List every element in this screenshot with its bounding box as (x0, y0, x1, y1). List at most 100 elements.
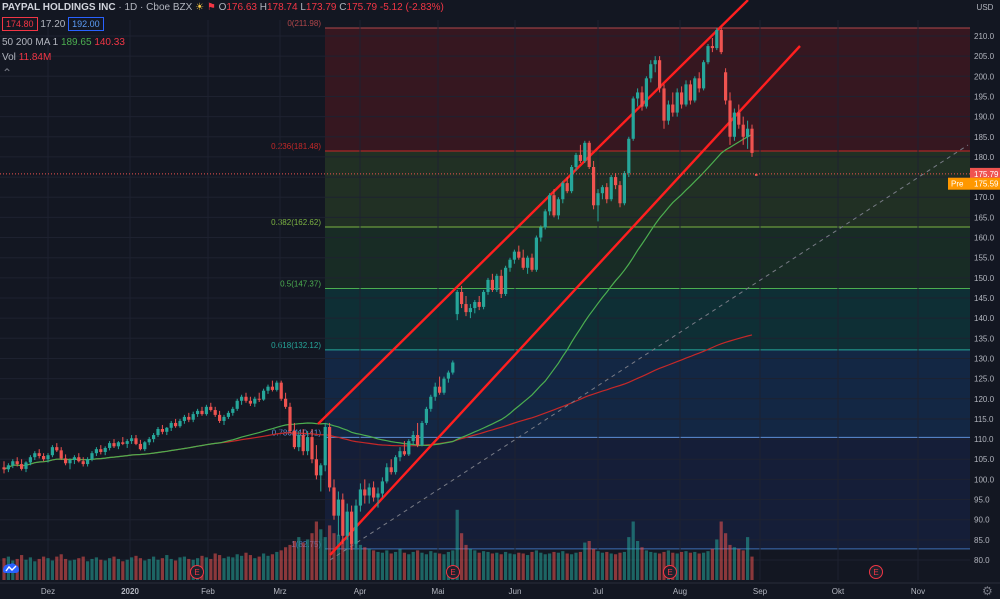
volume-bar (424, 554, 428, 580)
projection-line (329, 144, 969, 561)
candle-body (191, 414, 195, 420)
candle-body (2, 467, 6, 470)
candle-body (728, 100, 732, 137)
fib-zone (325, 349, 970, 438)
volume-bar (556, 552, 560, 580)
volume-bar (574, 552, 578, 580)
candle-body (156, 429, 160, 436)
volume-bar (226, 556, 230, 580)
volume-bar (121, 561, 125, 580)
earnings-marker (663, 565, 677, 579)
ma200-value: 140.33 (94, 37, 125, 48)
candle-body (495, 275, 499, 290)
bid-box[interactable]: 174.80 (2, 17, 38, 31)
volume-bar (20, 555, 24, 580)
candle-body (552, 195, 556, 216)
ma50-line (3, 133, 753, 470)
volume-bar (253, 558, 257, 580)
volume-bar (112, 556, 116, 580)
candle-body (116, 442, 120, 447)
price-tick-label: 110.0 (974, 435, 994, 444)
time-tick-label: 2020 (121, 587, 139, 596)
candle-body (204, 406, 208, 415)
symbol-header: PAYPAL HOLDINGS INC · 1D · Cboe BZX ☀ ⚑ … (2, 2, 444, 13)
tradingview-logo-icon[interactable] (2, 561, 20, 575)
volume-bar (64, 558, 68, 580)
fib-zone (325, 150, 970, 227)
volume-bar (697, 553, 701, 580)
candle-body (218, 414, 222, 421)
candle-body (394, 457, 398, 473)
price-tick-label: 105.0 (974, 455, 995, 464)
volume-bar (728, 544, 732, 580)
candle-body (411, 435, 415, 442)
candle-body (244, 396, 248, 401)
volume-bar (473, 550, 477, 580)
volume-bar (209, 558, 213, 580)
volume-bar (275, 551, 279, 580)
volume-bar (600, 552, 604, 580)
candle-body (147, 439, 151, 443)
volume-bar (605, 551, 609, 580)
candle-body (618, 185, 622, 204)
interval[interactable]: 1D (124, 2, 138, 13)
time-tick-label: Feb (201, 587, 215, 596)
time-axis[interactable]: Dez 2020 Feb Mrz Apr Mai Jun Jul Aug Sep Okt Nov (0, 582, 1000, 599)
volume-bar (345, 537, 349, 580)
volume-legend[interactable]: Vol 11.84M (2, 52, 51, 63)
candle-body (266, 386, 270, 391)
candle-body (460, 291, 464, 305)
candle-body (125, 441, 129, 444)
fib-level-label: 0.382(162.62) (271, 218, 321, 227)
price-tick-label: 125.0 (974, 375, 995, 384)
volume-bar (715, 539, 719, 580)
earnings-marker (190, 565, 204, 579)
price-tick-label: 150.0 (974, 274, 995, 283)
time-tick-label: Dez (41, 587, 55, 596)
candle-body (570, 167, 574, 192)
volume-bar (174, 560, 178, 580)
collapse-legend-icon[interactable]: ⌃ (2, 66, 13, 80)
price-tick-label: 180.0 (974, 153, 995, 162)
fibonacci-retracement[interactable]: 0(211.98) 0.236(181.48) 0.382(162.62) 0.5(1… (271, 19, 970, 550)
time-tick-label: Mai (432, 587, 445, 596)
ma-legend[interactable]: 50 200 MA 1 189.65 140.33 (2, 37, 125, 48)
volume-bar (737, 548, 741, 580)
candle-body (174, 422, 178, 427)
candle-body (662, 88, 666, 121)
time-tick-label: Sep (753, 587, 768, 596)
volume-bar (152, 556, 156, 580)
candle-body (248, 400, 252, 404)
settings-gear-icon[interactable]: ⚙ (982, 584, 993, 598)
candle-body (90, 453, 94, 460)
change-value: -5.12 (-2.83%) (379, 2, 444, 13)
candle-body (257, 398, 261, 400)
candle-body (517, 251, 521, 258)
volume-bar (636, 541, 640, 580)
candle-body (706, 46, 710, 63)
volume-bar (614, 554, 618, 580)
flag-icon[interactable]: ⚑ (206, 2, 216, 13)
volume-bar (592, 548, 596, 580)
candle-body (182, 416, 186, 421)
volume-bar (94, 557, 98, 580)
volume-bar (644, 550, 648, 580)
volume-bar (319, 529, 323, 580)
symbol-name[interactable]: PAYPAL HOLDINGS INC (2, 2, 116, 13)
volume-bar (622, 551, 626, 580)
candle-body (583, 142, 587, 161)
trend-channel[interactable] (317, 0, 801, 556)
volume-bar (570, 554, 574, 580)
channel-upper-line (317, 0, 749, 425)
candle-body (231, 408, 235, 413)
candle-body (385, 467, 389, 482)
volume-bar (292, 541, 296, 580)
ask-box[interactable]: 192.00 (68, 17, 104, 31)
spread-value: 17.20 (40, 19, 66, 30)
volume-bars (2, 509, 754, 580)
candle-body (11, 461, 15, 466)
price-axis[interactable]: USD 80.0 85.0 90.0 95.0 100.0 105.0 110.0 115.0 1… (970, 0, 1000, 599)
price-tick-label: 140.0 (974, 314, 995, 323)
